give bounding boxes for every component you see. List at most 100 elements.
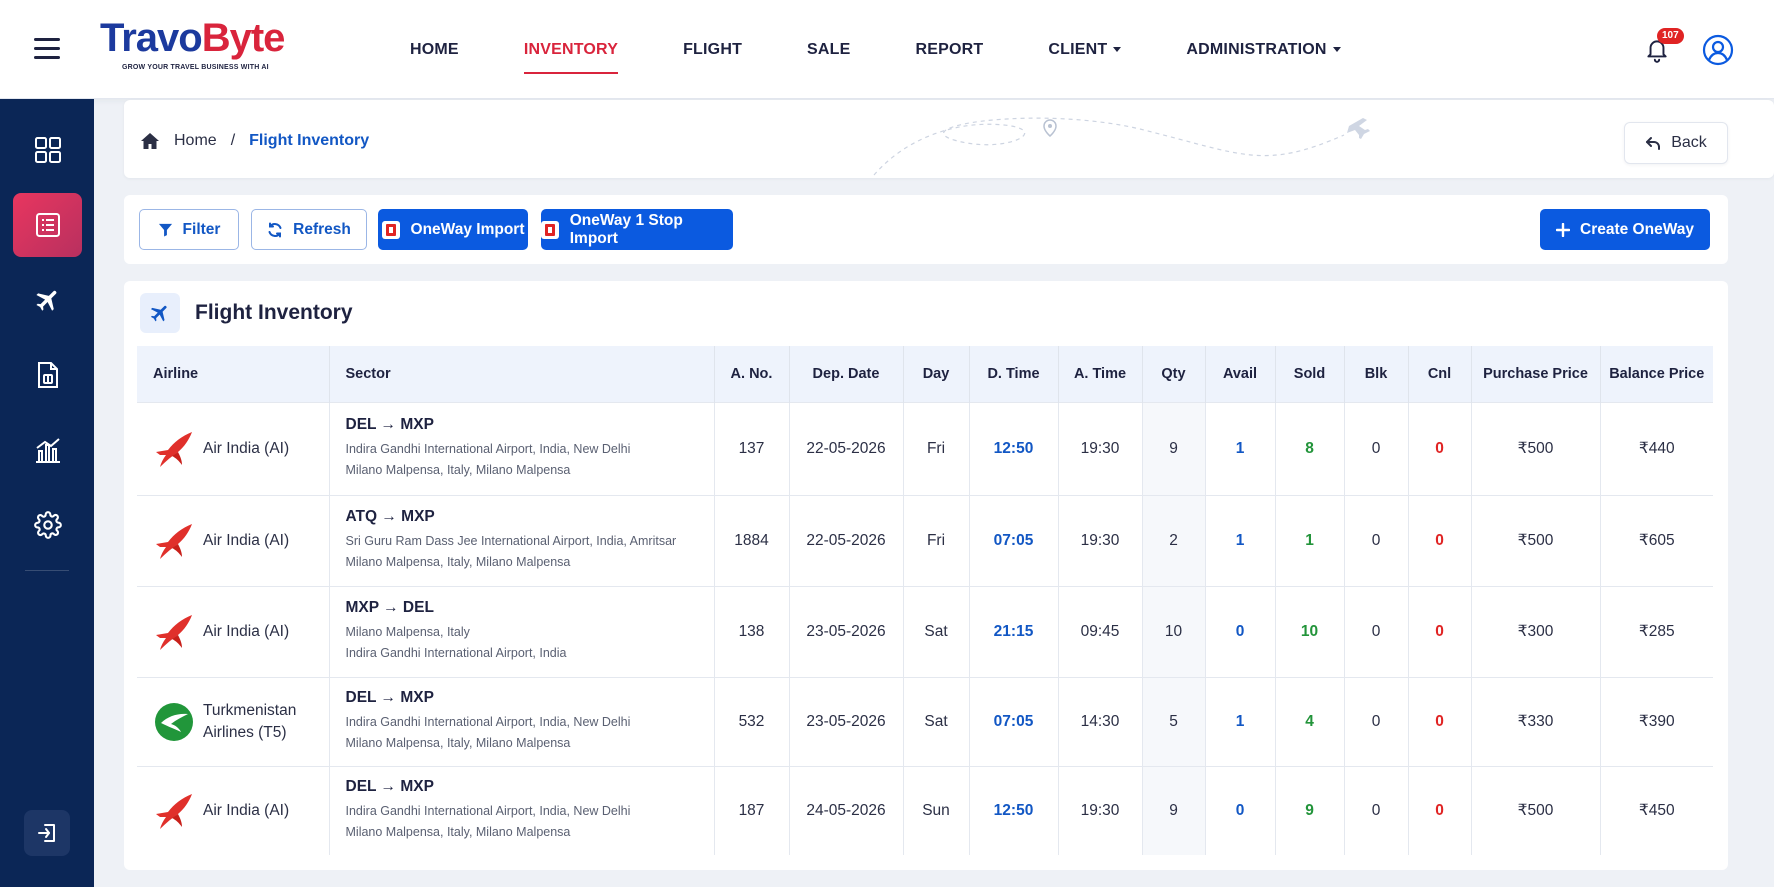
nav-client[interactable]: CLIENT [1048,30,1122,70]
document-icon [37,362,58,388]
user-avatar-icon[interactable] [1702,34,1734,66]
airline-name: Turkmenistan [203,701,297,719]
sidebar-item-reports[interactable] [13,418,82,482]
sector-route: MXP → DEL [345,599,434,616]
nav-inventory[interactable]: INVENTORY [523,30,619,74]
sidebar-item-settings[interactable] [13,493,82,557]
sidebar-item-dashboard[interactable] [13,118,82,182]
chevron-down-icon [1332,47,1341,52]
back-button[interactable]: Back [1624,122,1728,164]
cell-qty: 9 [1142,765,1206,855]
sector-route: DEL → MXP [345,689,434,706]
sector-destination: Milano Malpensa, Italy, Milano Malpensa [345,825,571,840]
nav-home-label: HOME [410,40,459,58]
cell-a-time: 14:30 [1058,676,1143,766]
sidebar-item-inventory[interactable] [13,193,82,257]
cell-sold: 1 [1275,494,1345,586]
nav-administration-label: ADMINISTRATION [1186,40,1327,58]
col-header-airline[interactable]: Airline [137,346,330,402]
create-oneway-button[interactable]: Create OneWay [1540,209,1710,250]
section-title: Flight Inventory [195,301,353,324]
col-header-balance-price[interactable]: Balance Price [1600,346,1713,402]
table-row[interactable]: Air India (AI) DEL → MXP Indira Gandhi Int… [137,401,1713,495]
cell-cnl: 0 [1408,765,1472,855]
nav-client-label: CLIENT [1048,40,1108,58]
table-header-row: Airline Sector A. No. Dep. Date Day D. T… [137,346,1713,402]
air-india-logo-icon [156,793,192,829]
hamburger-menu-icon[interactable] [34,38,60,60]
sector-route: DEL → MXP [345,778,434,796]
nav-flight[interactable]: FLIGHT [683,30,742,70]
list-icon [35,213,60,237]
cell-a-time: 19:30 [1058,401,1143,495]
sidebar-item-flight[interactable] [13,268,82,332]
back-button-label: Back [1671,134,1707,151]
air-india-logo-icon [156,614,192,650]
flight-path-decoration [873,117,1370,176]
col-header-dep-date[interactable]: Dep. Date [789,346,904,402]
breadcrumb-home[interactable]: Home [174,132,217,149]
sector-route: ATQ → MXP [345,508,435,525]
sidebar-item-documents[interactable] [13,343,82,407]
cell-balance-price: ₹605 [1600,494,1713,586]
nav-sale-label: SALE [807,40,851,58]
col-header-blk[interactable]: Blk [1344,346,1409,402]
table-row[interactable]: Air India (AI) MXP → DEL Milano Malpensa, … [137,585,1713,677]
cell-airline: Turkmenistan Airlines (T5) [137,676,330,766]
table-row[interactable]: Air India (AI) DEL → MXP Indira Gandhi Int… [137,765,1713,855]
cell-sector: DEL → MXP Indira Gandhi International Air… [329,401,715,495]
cell-blk: 0 [1344,765,1409,855]
col-header-sector[interactable]: Sector [329,346,715,402]
cell-blk: 0 [1344,676,1409,766]
nav-administration[interactable]: ADMINISTRATION [1186,30,1341,70]
col-header-cnl[interactable]: Cnl [1408,346,1472,402]
table-row[interactable]: Air India (AI) ATQ → MXP Sri Guru Ram Dass… [137,494,1713,586]
col-header-qty[interactable]: Qty [1142,346,1206,402]
cell-cnl: 0 [1408,676,1472,766]
cell-a-time: 19:30 [1058,765,1143,855]
table-row[interactable]: Turkmenistan Airlines (T5) DEL → MXP Indira… [137,676,1713,766]
nav-sale[interactable]: SALE [807,30,850,70]
breadcrumb-card: Home / Flight Inventory Back [124,100,1774,178]
plus-icon [1556,222,1570,237]
sector-destination: Milano Malpensa, Italy, Milano Malpensa [345,555,571,569]
oneway-1-stop-import-button[interactable]: OneWay 1 Stop Import [541,209,733,250]
notification-badge: 107 [1657,28,1684,44]
col-header-d-time[interactable]: D. Time [969,346,1059,402]
cell-dep-date: 23-05-2026 [789,676,904,766]
col-header-avail[interactable]: Avail [1205,346,1276,402]
back-arrow-icon [1646,137,1661,150]
col-header-sold[interactable]: Sold [1275,346,1345,402]
cell-purchase-price: ₹500 [1471,401,1601,495]
col-header-purchase-price[interactable]: Purchase Price [1471,346,1601,402]
airline-name: Air India (AI) [203,531,290,549]
cell-qty: 9 [1142,401,1206,495]
col-header-a-time[interactable]: A. Time [1058,346,1143,402]
cell-a-time: 09:45 [1058,585,1143,677]
airline-name: Air India (AI) [203,439,290,457]
breadcrumb-separator: / [230,132,236,149]
filter-button[interactable]: Filter [139,209,239,250]
nav-home[interactable]: HOME [410,30,459,70]
cell-avail: 1 [1205,494,1276,586]
cell-day: Sun [903,765,970,855]
home-icon[interactable] [140,132,160,150]
cell-cnl: 0 [1408,585,1472,677]
cell-balance-price: ₹390 [1600,676,1713,766]
brand-logo[interactable]: TravoByte GROW YOUR TRAVEL BUSINESS WITH… [100,16,285,71]
refresh-button[interactable]: Refresh [251,209,367,250]
airline-name: Air India (AI) [203,801,290,819]
col-header-day[interactable]: Day [903,346,970,402]
logout-button[interactable] [24,810,70,856]
sector-origin: Indira Gandhi International Airport, Ind… [345,442,631,456]
oneway-import-button[interactable]: OneWay Import [378,209,528,250]
cell-qty: 10 [1142,585,1206,677]
col-header-a-no[interactable]: A. No. [714,346,790,402]
cell-a-no: 1884 [714,494,790,586]
filter-button-label: Filter [182,220,221,238]
sector-route: DEL → MXP [345,416,434,433]
sector-destination: Indira Gandhi International Airport, Ind… [345,646,567,660]
cell-sector: MXP → DEL Milano Malpensa, Italy Indira Ga… [329,585,715,677]
import-file-icon [381,220,400,239]
nav-report[interactable]: REPORT [916,30,984,70]
